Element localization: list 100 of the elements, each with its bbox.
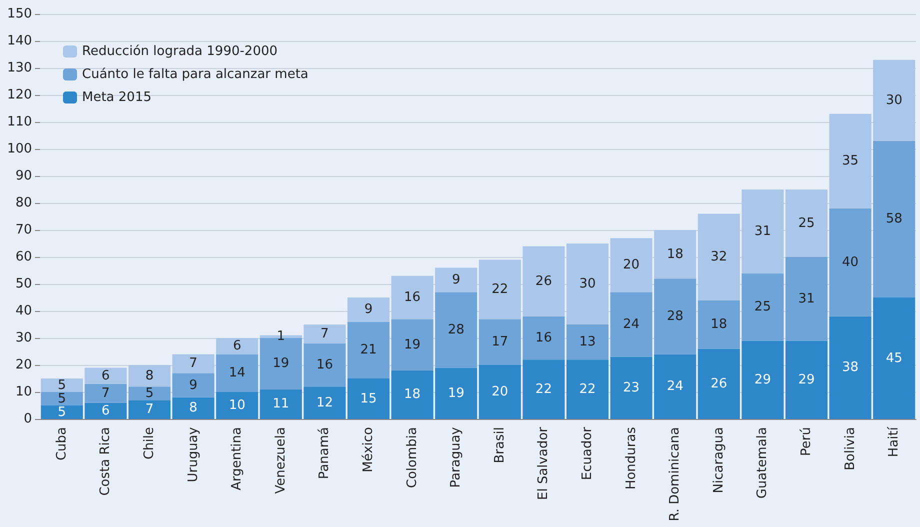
data-label: 38 — [842, 360, 859, 376]
data-label: 13 — [579, 334, 596, 350]
data-label: 9 — [189, 378, 198, 393]
data-label: 16 — [404, 290, 421, 305]
data-label: 29 — [798, 372, 815, 388]
bar — [172, 354, 214, 374]
data-label: 35 — [842, 154, 859, 169]
data-label: 31 — [798, 291, 815, 306]
bar — [785, 257, 828, 341]
y-tick-label: 80 — [15, 196, 32, 210]
data-label: 30 — [579, 276, 596, 292]
data-label: 7 — [320, 326, 329, 342]
data-label: 15 — [360, 391, 377, 406]
y-tick-label: 120 — [7, 88, 32, 102]
x-tick-label: Panamá — [317, 427, 332, 480]
data-label: 18 — [404, 387, 421, 402]
data-label: 1 — [276, 329, 286, 344]
bar — [566, 324, 609, 360]
data-label: 19 — [448, 386, 464, 401]
data-label: 7 — [189, 356, 198, 372]
data-label: 8 — [189, 400, 198, 416]
data-label: 20 — [492, 384, 508, 400]
bar — [347, 378, 390, 419]
data-label: 8 — [145, 368, 154, 384]
data-label: 58 — [886, 212, 902, 227]
data-label: 9 — [452, 272, 460, 288]
x-tick-label: México — [361, 426, 376, 472]
data-label: 32 — [710, 250, 728, 264]
bar — [566, 360, 609, 419]
data-label: 22 — [492, 282, 508, 297]
x-tick-label: Paraguay — [448, 426, 464, 488]
data-label: 24 — [623, 317, 640, 332]
data-label: 14 — [228, 366, 246, 381]
x-tick-label: Brasil — [492, 427, 508, 464]
data-label: 6 — [102, 403, 110, 418]
y-tick-label: 130 — [7, 60, 32, 76]
data-label: 28 — [448, 322, 464, 338]
x-tick-label: Chile — [142, 427, 157, 460]
data-label: 20 — [623, 258, 640, 273]
data-label: 18 — [666, 246, 684, 262]
data-label: 30 — [886, 92, 902, 108]
data-label: 24 — [666, 379, 684, 394]
data-label: 25 — [754, 299, 771, 314]
data-label: 22 — [579, 382, 596, 397]
data-label: 10 — [228, 398, 246, 413]
data-label: 5 — [58, 404, 66, 420]
x-tick-label: Guatemala — [755, 427, 770, 499]
data-label: 22 — [535, 382, 552, 397]
data-label: 31 — [754, 224, 771, 239]
data-label: 26 — [710, 376, 728, 392]
bar — [128, 386, 171, 400]
data-label: 11 — [272, 396, 290, 412]
x-tick-label: Uruguay — [186, 426, 201, 482]
legend-label: Meta 2015 — [82, 90, 152, 105]
x-tick-label: Venezuela — [273, 427, 288, 494]
legend-label: Cuánto le falta para alcanzar meta — [82, 67, 308, 82]
data-label: 6 — [102, 368, 110, 384]
bar — [347, 298, 390, 322]
data-label: 18 — [710, 317, 728, 332]
data-label: 16 — [316, 358, 333, 372]
data-label: 21 — [360, 342, 377, 358]
y-tick-label: 20 — [15, 358, 32, 372]
data-label: 12 — [316, 395, 333, 410]
data-label: 29 — [754, 372, 771, 388]
x-tick-label: Argentina — [230, 427, 245, 490]
data-label: 26 — [535, 274, 552, 289]
y-tick-label: 140 — [7, 34, 32, 48]
y-tick-label: 0 — [24, 412, 32, 426]
bar — [566, 244, 609, 324]
x-tick-label: R. Dominicana — [668, 427, 683, 522]
data-label: 23 — [623, 380, 640, 396]
data-label: 6 — [232, 338, 242, 354]
legend-label: Reducción lograda 1990-2000 — [82, 44, 278, 59]
x-tick-label: Perú — [799, 427, 814, 456]
y-tick-label: 50 — [15, 276, 32, 292]
data-label: 19 — [272, 356, 290, 372]
y-tick-label: 150 — [7, 6, 32, 22]
y-tick-label: 110 — [7, 114, 32, 130]
data-label: 17 — [492, 334, 508, 350]
bar — [216, 338, 258, 354]
x-tick-label: Honduras — [624, 426, 639, 490]
data-label: 5 — [58, 378, 66, 393]
y-tick-label: 100 — [7, 142, 32, 156]
bar — [128, 365, 171, 387]
data-label: 7 — [102, 386, 110, 401]
y-tick-label: 30 — [15, 330, 32, 346]
bar — [347, 322, 390, 378]
y-tick-label: 70 — [15, 222, 32, 238]
y-tick-label: 10 — [15, 384, 32, 400]
x-tick-label: Nicaragua — [711, 427, 726, 494]
x-tick-label: Costa Rica — [98, 427, 114, 496]
bar — [785, 190, 828, 257]
data-label: 5 — [58, 391, 66, 406]
y-tick-label: 90 — [15, 168, 32, 184]
data-label: 45 — [886, 350, 902, 366]
data-label: 19 — [404, 337, 421, 352]
x-tick-label: Cuba — [54, 427, 70, 461]
y-tick-label: 60 — [15, 250, 32, 264]
data-label: 40 — [842, 254, 859, 270]
x-tick-label: Haití — [886, 426, 902, 458]
